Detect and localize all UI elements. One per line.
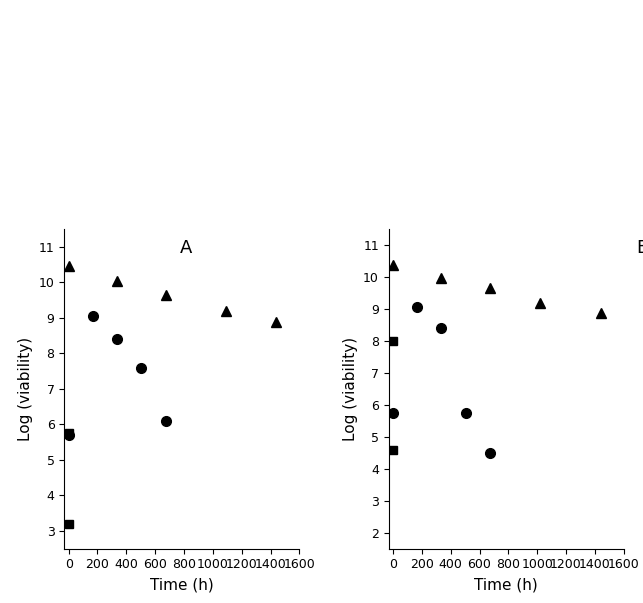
Text: B: B	[637, 239, 643, 257]
X-axis label: Time (h): Time (h)	[150, 577, 213, 592]
Y-axis label: Log (viability): Log (viability)	[18, 337, 33, 441]
Y-axis label: Log (viability): Log (viability)	[343, 337, 358, 441]
X-axis label: Time (h): Time (h)	[475, 577, 538, 592]
Text: A: A	[180, 239, 193, 257]
